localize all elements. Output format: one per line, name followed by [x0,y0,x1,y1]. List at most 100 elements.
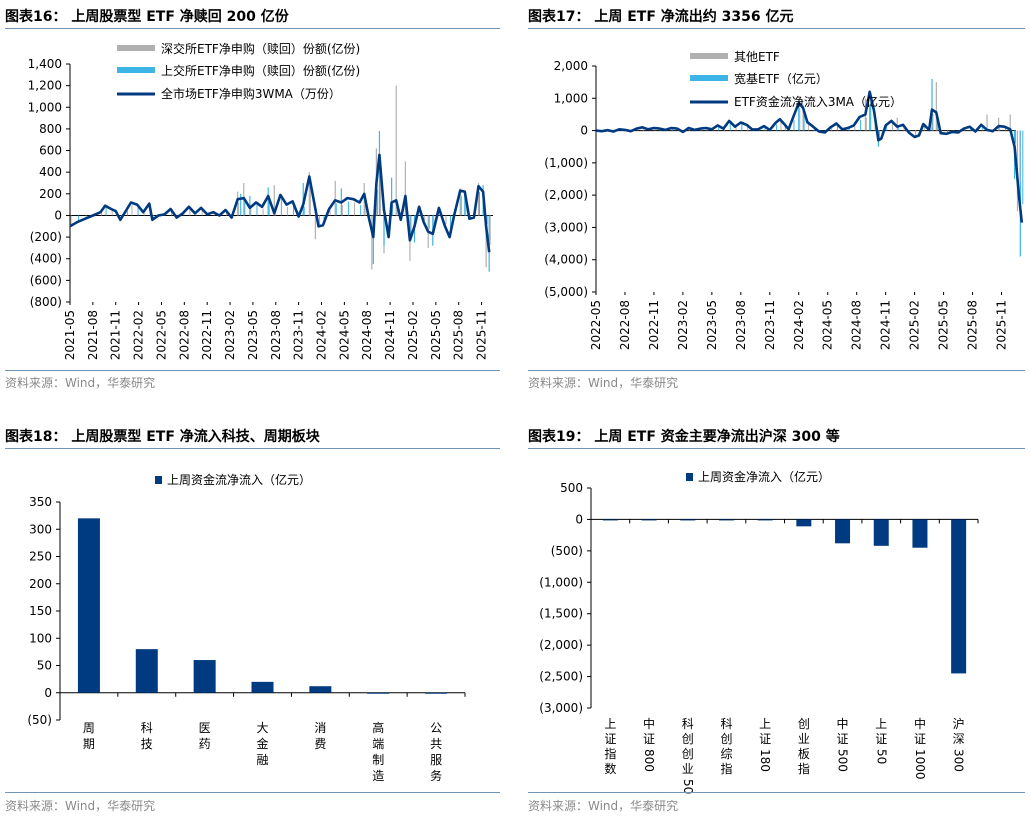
chart18-y-tick-label: 200 [29,577,52,591]
chart19-legend-label: 上周资金净流入（亿元） [698,469,830,484]
chart16-y-tick-label: (600) [30,273,62,287]
chart19-plot: 500 0 (500) (1,000) (1,500) (2,000) (2,500) (3,… [539,469,979,794]
chart16-y-tick-label: 0 [54,208,62,222]
chart19-y-tick-label: (2,500) [539,670,583,684]
chart19-category-label: 科创创业 [682,717,694,776]
chart17-x-tick-label: 2023-11 [763,300,777,350]
chart17-x-tick-label: 2025-05 [937,300,951,350]
chart16-x-tick-label: 2025-02 [406,310,420,360]
chart18-plot: 350 300 250 200 150 100 50 0 (50) 周期 科技 医药 大金融 消费 高端制造… [27,472,466,783]
chart19-title: 图表19： 上周 ETF 资金主要净流出沪深 300 等 [528,429,840,445]
chart17-x-tick-label: 2024-08 [850,300,864,350]
chart17-legend-label-other: 其他ETF [734,50,780,64]
chart18-y-tick-label: 50 [37,659,52,673]
chart19-panel: 图表19： 上周 ETF 资金主要净流出沪深 300 等 500 0 (500) (1… [528,420,1028,818]
chart18-title: 图表18： 上周股票型 ETF 净流入科技、周期板块 [5,429,320,445]
chart19-bottom-rule [528,792,1025,793]
chart19-category-label-num: 50 [681,779,695,794]
chart18-y-tick-label: (50) [27,713,52,727]
chart16-y-tick-label: 200 [39,187,62,201]
chart16-x-tick-label: 2024-08 [360,310,374,360]
chart17-x-tick-label: 2025-02 [908,300,922,350]
chart16-source: 资料来源：Wind，华泰研究 [5,376,156,390]
chart16-panel: 图表16： 上周股票型 ETF 净赎回 200 亿份 1,400 1,200 1,0… [5,0,505,395]
chart17-x-tick-label: 2024-02 [792,300,806,350]
chart18-category-label: 医药 [199,721,211,751]
chart16-x-tick-label: 2024-02 [315,310,329,360]
chart19-category-label: 科创综指 [720,717,732,776]
chart16-x-tick-label: 2022-11 [200,310,214,360]
chart19-bar [912,519,928,548]
chart18-bar [77,518,100,693]
chart16-top-rule [5,28,500,29]
chart19-y-tick-label: (3,000) [539,701,583,715]
chart18-category-label: 周期 [83,721,95,751]
chart17-x-tick-label: 2023-08 [734,300,748,350]
chart19-category-label: 中证 [914,716,926,746]
chart19-category-label: 沪深 [953,717,965,746]
chart16-plot: 1,400 1,200 1,000 800 600 400 200 0 (200) (400) (6… [28,41,493,360]
chart17-x-tick-label: 2022-11 [647,300,661,350]
chart19-bar [757,519,773,521]
chart17-y-tick-label: 0 [580,124,588,138]
chart17-plot: 2,000 1,000 0 (1,000) (2,000) (3,000) (4,000) (… [544,50,1024,350]
chart16-y-tick-label: 600 [39,144,62,158]
chart18-panel: 图表18： 上周股票型 ETF 净流入科技、周期板块 350 300 250 200 1… [5,420,505,818]
chart19-y-tick-label: (1,500) [539,607,583,621]
chart18-bottom-rule [5,792,500,793]
chart16-x-tick-label: 2025-11 [475,310,489,360]
chart17-panel: 图表17： 上周 ETF 净流出约 3356 亿元 2,000 1,000 0 (1,… [528,0,1028,395]
chart16-x-tick-label: 2023-08 [269,310,283,360]
chart18-bar [367,692,390,694]
chart19-bar [835,519,851,544]
chart17-3ma-line [595,90,1024,223]
chart19-bar [641,519,657,521]
chart17-title: 图表17： 上周 ETF 净流出约 3356 亿元 [528,9,794,25]
chart19-bar [718,519,734,521]
chart19-y-tick-label: (500) [551,544,583,558]
chart18-bar [135,649,158,693]
chart18-category-label: 高端制造 [372,720,384,783]
chart16-x-tick-label: 2022-02 [132,310,146,360]
chart18-legend-label: 上周资金流净流入（亿元） [167,472,311,487]
chart19-source: 资料来源：Wind，华泰研究 [528,799,679,813]
chart16-y-tick-label: (400) [30,252,62,266]
chart19-top-rule [528,448,1025,449]
chart19-legend-swatch [686,473,693,481]
chart19-y-tick-label: (1,000) [539,575,583,589]
chart17-y-tick-label: (2,000) [544,188,588,202]
chart16-y-tick-label: 1,000 [28,100,62,114]
chart16-y-tick-label: (800) [30,295,62,309]
chart18-bar [193,660,216,693]
chart16-x-tick-label: 2023-02 [223,310,237,360]
chart17-x-tick-label: 2022-08 [618,300,632,350]
chart17-y-tick-label: 2,000 [554,59,588,73]
chart17-legend-label-line: ETF资金流净流入3MA（亿元） [734,94,902,109]
chart19-category-label-num: 800 [642,749,656,772]
chart17-y-tick-label: (5,000) [544,285,588,299]
chart16-x-tick-label: 2021-05 [63,310,77,360]
chart17-x-tick-label: 2023-05 [705,300,719,350]
chart19-y-tick-label: (2,000) [539,638,583,652]
chart16-legend-label-broad: 上交所ETF净申购（赎回）份额(亿份) [161,63,360,78]
chart17-legend-swatch-other [690,53,728,59]
chart18-bar [309,686,332,693]
chart19-category-label: 上证 [759,717,771,746]
chart19-category-label: 创业板指 [798,717,810,776]
chart17-legend-label-broad: 宽基ETF（亿元） [734,71,828,86]
chart18-y-tick-label: 350 [29,495,52,509]
chart19-bar [951,519,967,674]
chart18-y-tick-label: 0 [44,686,52,700]
chart17-source: 资料来源：Wind，华泰研究 [528,376,679,390]
chart19-bar [602,519,618,521]
chart17-x-tick-label: 2022-05 [589,300,603,350]
chart16-x-tick-label: 2023-11 [292,310,306,360]
chart19-bar [796,519,812,527]
chart19-category-label: 中证 [837,716,849,746]
chart16-x-tick-label: 2024-05 [337,310,351,360]
chart18-source: 资料来源：Wind，华泰研究 [5,799,156,813]
chart19-category-label: 上证 [875,717,887,746]
chart19-category-label-num: 500 [836,749,850,772]
chart17-y-tick-label: (3,000) [544,220,588,234]
chart18-top-rule [5,448,500,449]
